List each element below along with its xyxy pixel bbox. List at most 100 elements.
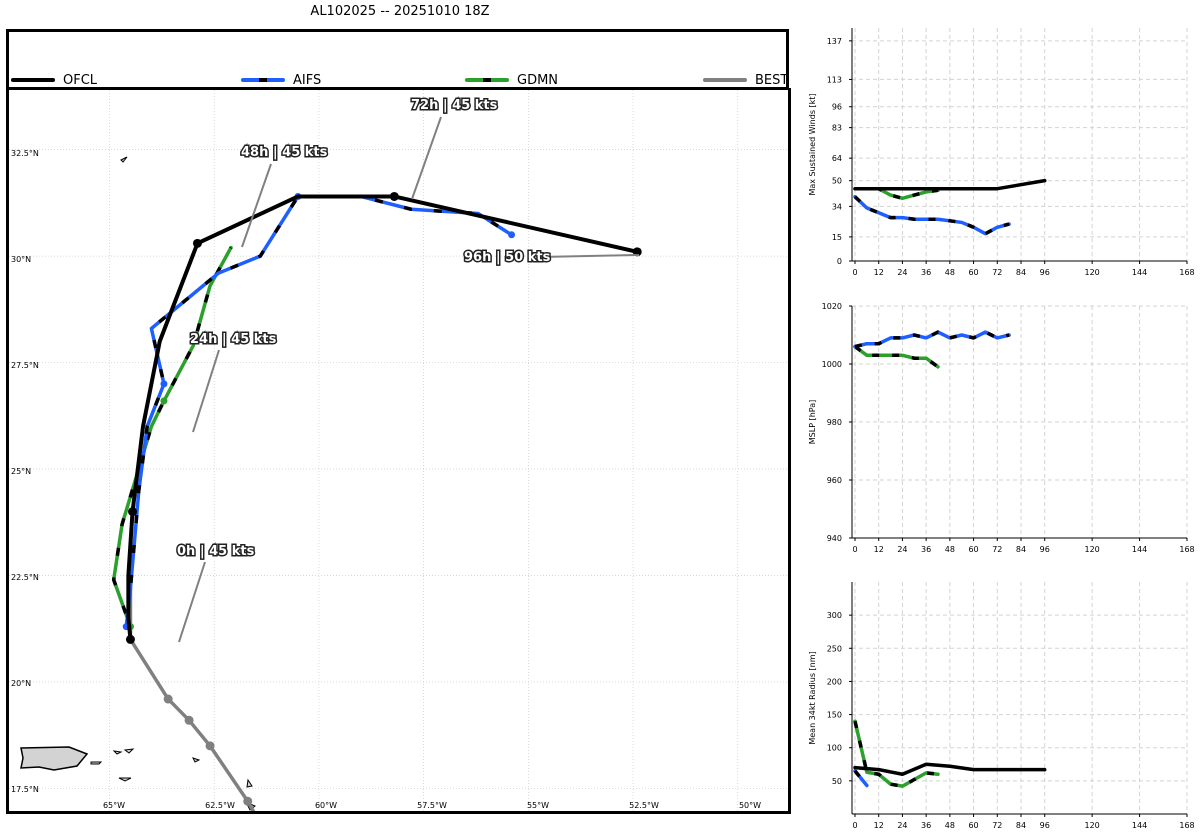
track-ofcl-line: [126, 194, 640, 642]
y-tick-label: 96: [832, 103, 842, 112]
island-shape: [120, 156, 128, 163]
forecast-annotations: 0h | 45 kts 24h | 45 kts 48h | 45 kts 72…: [176, 97, 640, 643]
track-aifs-dashes: [124, 194, 513, 627]
legend-swatch-aifs: [241, 78, 285, 82]
x-tick-label: 48: [945, 268, 955, 277]
x-tick-label: 60: [968, 545, 978, 554]
x-tick-label: 24: [897, 545, 907, 554]
lat-tick-32-5n: 32.5°N: [11, 149, 39, 158]
track-ofcl-point: [192, 238, 202, 248]
y-tick-label: 150: [827, 711, 842, 720]
legend-item-ofcl: OFCL: [11, 72, 97, 88]
y-tick-label: 15: [832, 233, 842, 242]
track-best-point: [243, 796, 253, 806]
y-axis-title: Mean 34kt Radius [nm]: [808, 651, 817, 744]
annotation-leader-24h: [192, 349, 220, 433]
x-tick-label: 96: [1040, 545, 1050, 554]
legend-swatch-best: [703, 78, 747, 82]
legend-label-best: BEST: [755, 72, 789, 88]
lat-tick-22-5n: 22.5°N: [11, 573, 39, 582]
y-tick-label: 100: [827, 744, 842, 753]
y-axis-title: Max Sustained Winds [kt]: [808, 93, 817, 195]
y-tick-label: 0: [837, 257, 842, 266]
island-shape: [246, 778, 253, 788]
track-ofcl-point: [125, 634, 135, 644]
lat-tick-25n: 25°N: [11, 467, 31, 476]
y-tick-label: 83: [832, 124, 842, 133]
series-gdmn-dashes: [853, 720, 939, 788]
track-best-point: [163, 694, 173, 704]
y-tick-label: 64: [832, 154, 842, 163]
y-tick-label: 34: [832, 202, 842, 211]
legend-swatch-ofcl: [11, 78, 55, 82]
x-tick-label: 120: [1085, 545, 1100, 554]
y-tick-label: 50: [832, 177, 842, 186]
lon-tick-50w: 50°W: [739, 801, 761, 810]
legend-swatch-gdmn: [465, 78, 509, 82]
island-shape: [118, 777, 132, 782]
x-tick-label: 36: [921, 545, 931, 554]
x-tick-label: 0: [852, 268, 857, 277]
annotation-leader-0h: [178, 561, 206, 643]
series-gdmn-line: [853, 186, 940, 201]
map-track-lines: [111, 191, 642, 811]
legend-label-aifs: AIFS: [293, 72, 322, 88]
y-tick-label: 300: [827, 611, 842, 620]
lon-tick-52-5w: 52.5°W: [629, 801, 659, 810]
x-tick-label: 24: [897, 821, 907, 830]
legend-item-gdmn: GDMN: [465, 72, 558, 88]
y-tick-label: 940: [827, 534, 842, 543]
x-tick-label: 72: [992, 821, 1002, 830]
x-tick-label: 60: [968, 821, 978, 830]
mslp-panel: 0 12 24 36 48 60 72 84 96 120 144 168 940 960 980 1000 1…: [808, 302, 1195, 554]
track-aifs-point: [160, 380, 168, 388]
annotation-leader-96h: [539, 254, 640, 258]
track-ofcl-point: [128, 507, 138, 517]
x-tick-label: 168: [1179, 821, 1194, 830]
series-ofcl-line: [853, 178, 1047, 191]
legend-item-aifs: AIFS: [241, 72, 321, 88]
series-gdmn-dashes: [855, 186, 939, 201]
y-tick-label: 1020: [822, 302, 842, 311]
x-tick-label: 36: [921, 821, 931, 830]
x-tick-label: 12: [874, 821, 884, 830]
series-aifs-line: [853, 194, 1011, 236]
y-tick-label: 1000: [822, 360, 842, 369]
y-tick-label: 250: [827, 644, 842, 653]
radius-34kt-panel: 0 12 24 36 48 60 72 84 96 120 144 168 50 100 150 200 250…: [808, 582, 1195, 830]
annotation-leader-72h: [411, 116, 442, 200]
legend-item-best: BEST: [703, 72, 788, 88]
x-tick-label: 12: [874, 545, 884, 554]
y-tick-label: 200: [827, 677, 842, 686]
puerto-rico-landmass: [20, 746, 89, 771]
x-tick-label: 96: [1040, 821, 1050, 830]
x-tick-label: 96: [1040, 268, 1050, 277]
x-tick-label: 72: [992, 268, 1002, 277]
legend-label-gdmn: GDMN: [517, 72, 559, 88]
x-tick-label: 120: [1085, 268, 1100, 277]
island-shape: [123, 748, 135, 754]
series-gdmn-dashes: [853, 345, 940, 369]
figure-title: AL102025 -- 20251010 18Z: [310, 4, 490, 19]
track-ofcl-point: [389, 191, 399, 201]
x-tick-label: 24: [897, 268, 907, 277]
x-tick-label: 144: [1132, 268, 1147, 277]
track-best-line: [128, 586, 256, 811]
track-map-svg: 32.5°N 30°N 27.5°N 25°N 22.5°N 20°N 17.5…: [9, 90, 788, 811]
annotation-24h: 24h | 45 kts: [190, 332, 277, 347]
legend-label-ofcl: OFCL: [63, 72, 98, 88]
lon-tick-62-5w: 62.5°W: [205, 801, 235, 810]
lat-tick-17-5n: 17.5°N: [11, 785, 39, 794]
annotation-0h: 0h | 45 kts: [177, 544, 255, 559]
series-aifs-dashes: [854, 330, 1010, 349]
x-tick-label: 48: [945, 545, 955, 554]
lon-tick-labels: 65°W 62.5°W 60°W 57.5°W 55°W 52.5°W 50°W: [103, 801, 761, 810]
lat-tick-27-5n: 27.5°N: [11, 361, 39, 370]
track-best-point: [205, 741, 215, 751]
max-winds-panel: 0 12 24 36 48 60 72 84 96 120 144 168 0 15 34 50 64 83 96 1…: [808, 28, 1195, 277]
x-tick-label: 72: [992, 545, 1002, 554]
x-tick-label: 60: [968, 268, 978, 277]
y-tick-label: 960: [827, 476, 842, 485]
lat-tick-labels: 32.5°N 30°N 27.5°N 25°N 22.5°N 20°N 17.5…: [11, 149, 39, 794]
y-tick-label: 113: [827, 75, 842, 84]
